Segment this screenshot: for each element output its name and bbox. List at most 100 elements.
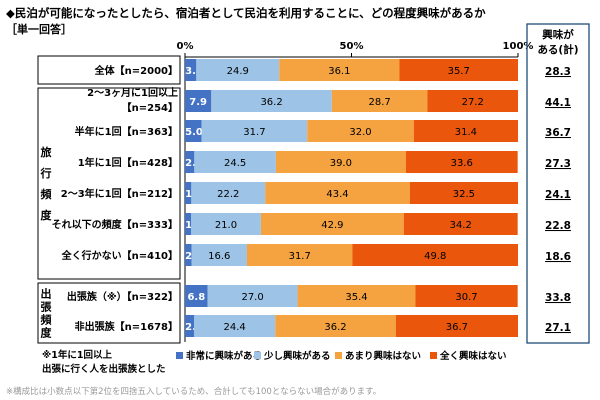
category-label: 1年に1回【n=428】 [78, 156, 178, 169]
note-line: 出張に行く人を出張族とした [42, 363, 166, 375]
bar-segment [246, 244, 353, 266]
group-box [37, 55, 181, 85]
data-label: 28.7 [369, 97, 391, 108]
data-label: 30.7 [455, 292, 477, 303]
data-label: 3.4 [185, 66, 203, 77]
data-label: 36.2 [260, 97, 282, 108]
legend: 非常に興味がある 少し興味がある あまり興味はない 全く興味はない [176, 350, 507, 362]
note-line: ※1年に1回以上 [42, 349, 112, 361]
bar-segment [413, 120, 518, 142]
data-label: 35.4 [345, 292, 367, 303]
bar-segment [185, 59, 197, 81]
bar-segment [403, 213, 518, 235]
bar-segment [190, 213, 261, 235]
data-label: 36.1 [328, 66, 350, 77]
group-label-char: 頻 [41, 187, 52, 201]
bar-row: それ以下の頻度【n=333】1.821.042.934.2 [52, 213, 518, 235]
bar-row: 非出張族【n=1678】2.724.436.236.7 [75, 315, 518, 337]
bar-row: 半年に1回【n=363】 5.0 31.7 32.0 31.4 [75, 120, 518, 142]
data-label: 16.6 [208, 251, 230, 262]
data-label: 31.7 [243, 127, 265, 138]
interest-value: 24.1 [545, 189, 571, 201]
legend-swatch [254, 352, 261, 359]
bar-segment [275, 151, 406, 173]
bar-segment [185, 244, 192, 266]
interest-value: 18.6 [545, 251, 571, 263]
bar-segment [193, 315, 276, 337]
category-label: 非出張族【n=1678】 [75, 320, 178, 333]
bar-segment [395, 315, 518, 337]
data-label: 22.2 [217, 189, 239, 200]
data-label: 27.0 [241, 292, 263, 303]
bar-segment [427, 90, 518, 112]
interest-value: 44.1 [545, 97, 571, 109]
category-label: 全体【n=2000】 [94, 64, 178, 77]
bar-row: 2～3ヶ月に1回以上【n=254】 7.9 36.2 28.7 27.2 [87, 86, 518, 114]
bar-segment [207, 285, 298, 307]
group-label-char: 度 [41, 208, 53, 222]
bar-segment [191, 182, 266, 204]
data-label: 5.0 [185, 127, 203, 138]
bar-segment [279, 59, 400, 81]
bar-segment [185, 120, 202, 142]
legend-item: 少し興味がある [254, 350, 331, 362]
interest-value: 28.3 [545, 66, 571, 78]
group-box [37, 87, 181, 280]
category-label: それ以下の頻度【n=333】 [52, 218, 178, 231]
interest-value: 33.8 [545, 292, 571, 304]
bar-segment [415, 285, 518, 307]
bar-segment [185, 151, 195, 173]
legend-item: あまり興味はない [335, 350, 421, 362]
bar-segment [275, 315, 396, 337]
interest-value: 22.8 [545, 220, 571, 232]
data-label: 24.9 [227, 66, 249, 77]
chart-title: ◆民泊が可能になったとしたら、宿泊者として民泊を利用することに、どの程度興味があ… [6, 6, 486, 20]
chart-subtitle: ［単一回答］ [6, 22, 72, 36]
bar-segment [185, 90, 212, 112]
data-label: 35.7 [448, 66, 470, 77]
data-label: 31.7 [289, 251, 311, 262]
data-label: 39.0 [330, 158, 352, 169]
bar-segment [260, 213, 404, 235]
data-label: 49.8 [424, 251, 446, 262]
data-label: 6.8 [187, 292, 205, 303]
bar-segment [194, 151, 276, 173]
interest-box [526, 23, 590, 344]
bar-segment [185, 285, 208, 307]
group-label-char: 行 [40, 166, 52, 180]
legend-label: あまり興味はない [345, 350, 421, 362]
interest-header: 興味が [542, 28, 574, 41]
bar-row: 1年に1回【n=428】 2.8 24.5 39.0 33.6 [78, 151, 518, 173]
bar-segment [201, 120, 308, 142]
data-label: 42.9 [321, 220, 343, 231]
group-label-char: 度 [41, 326, 53, 340]
data-label: 36.7 [446, 322, 468, 333]
category-label: 出張族（※）【n=322】 [67, 290, 178, 303]
legend-swatch [176, 352, 183, 359]
data-label: 36.2 [324, 322, 346, 333]
legend-swatch [430, 352, 437, 359]
category-label: 【n=254】 [122, 101, 178, 114]
category-label: 2～3ヶ月に1回以上 [87, 86, 178, 99]
data-label: 33.6 [451, 158, 473, 169]
data-label: 24.5 [224, 158, 246, 169]
interest-column: 興味がある(計) 28.3 44.1 36.7 27.3 24.1 22.8 18.6 33.8… [526, 23, 590, 344]
bar-row: 2～3年に1回【n=212】1.922.243.432.5 [61, 182, 518, 204]
bar-segment [185, 213, 191, 235]
x-tick-label: 50% [340, 41, 364, 52]
interest-header: ある(計) [537, 43, 578, 56]
data-label: 27.2 [462, 97, 484, 108]
bar-segment [409, 182, 518, 204]
legend-label: 少し興味がある [263, 350, 331, 362]
bar-segment [399, 59, 518, 81]
group-label-char: 旅 [41, 145, 52, 159]
group-label-char: 張 [41, 301, 53, 314]
data-label: 32.5 [453, 189, 475, 200]
legend-label: 全く興味はない [439, 350, 507, 362]
data-label: 2.8 [185, 158, 203, 169]
bars: 全体【n=2000】 3.4 24.9 36.1 35.7 2～3ヶ月に1回以上【n=25… [52, 59, 518, 337]
bar-segment [191, 244, 247, 266]
data-label: 43.4 [326, 189, 348, 200]
